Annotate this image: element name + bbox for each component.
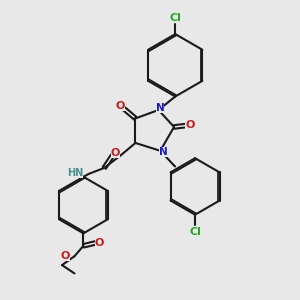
Text: O: O — [185, 121, 195, 130]
Text: Cl: Cl — [189, 227, 201, 237]
Text: N: N — [156, 103, 164, 112]
Text: Cl: Cl — [169, 13, 181, 23]
Text: HN: HN — [67, 168, 83, 178]
Text: O: O — [95, 238, 104, 248]
Text: O: O — [61, 251, 70, 261]
Text: O: O — [116, 101, 125, 111]
Text: O: O — [111, 148, 120, 158]
Text: N: N — [160, 147, 168, 157]
